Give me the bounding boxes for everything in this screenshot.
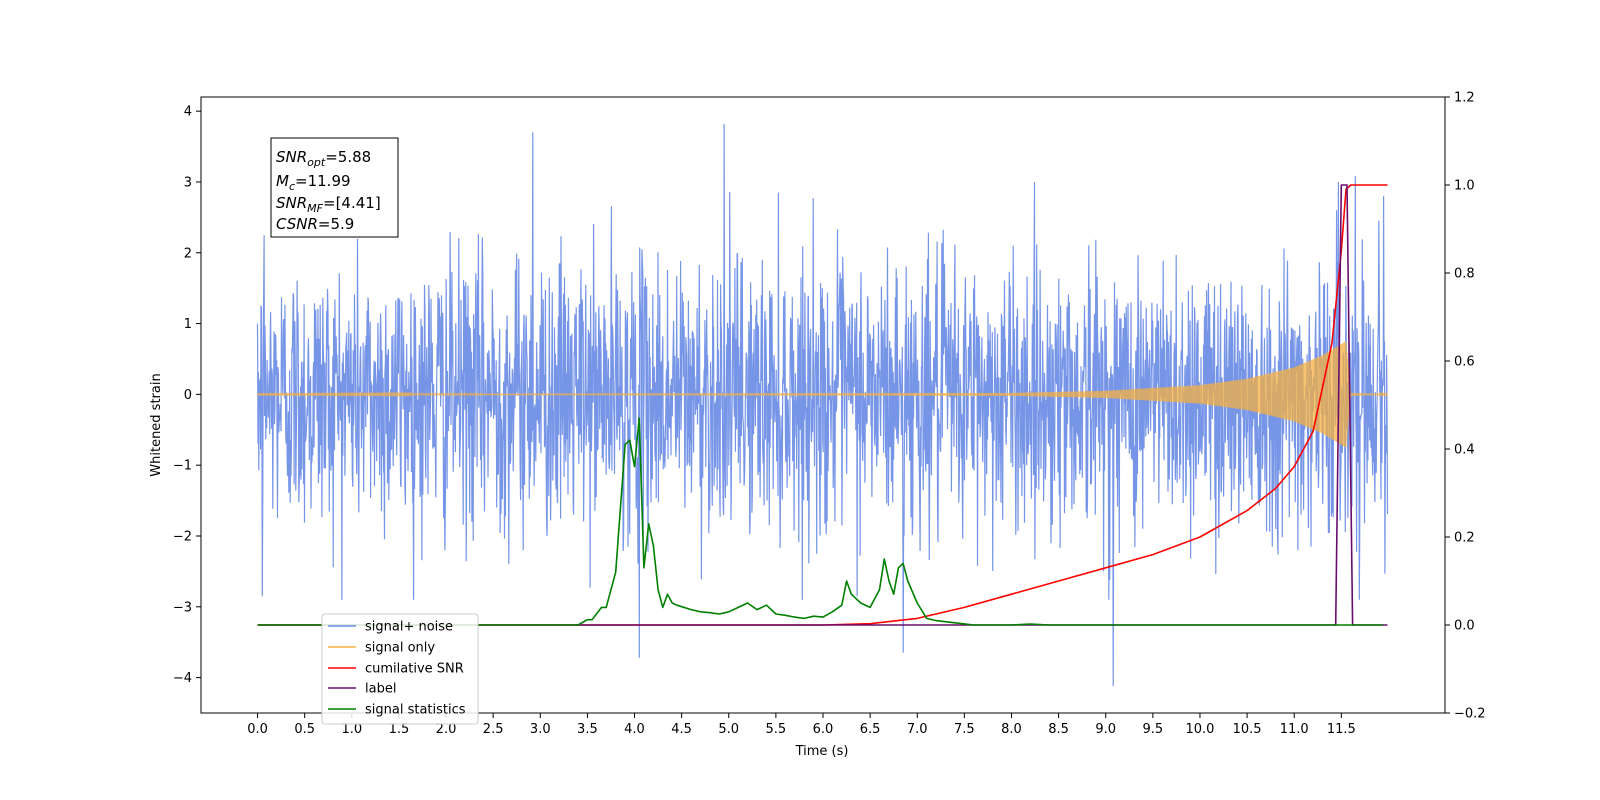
legend-label-signal-noise: signal+ noise [365, 620, 453, 635]
y-tick-label: −1 [173, 459, 192, 474]
y-tick-label: −2 [173, 529, 192, 544]
y-tick-label: 0 [184, 388, 192, 403]
legend-entry-cumilative-snr: cumilative SNR [328, 662, 464, 677]
y-tick-label: 2 [184, 246, 192, 261]
y-right-tick-label: 1.2 [1454, 91, 1475, 106]
y-tick-label: 3 [184, 175, 192, 190]
series-signal-statistics [257, 417, 1383, 626]
x-tick-label: 6.0 [813, 722, 834, 737]
legend-entry-signal-only: signal only [328, 641, 435, 656]
x-tick-label: 1.5 [389, 722, 410, 737]
x-tick-label: 8.5 [1048, 722, 1069, 737]
annotation-box: SNRopt=5.88 Mc=11.99 SNRMF=[4.41] CSNR=5… [270, 137, 399, 238]
x-tick-label: 3.5 [577, 722, 598, 737]
x-tick-label: 8.0 [1001, 722, 1022, 737]
series-cumilative-snr [257, 184, 1388, 626]
y-axis-label: Whitened strain [149, 373, 164, 476]
x-tick-label: 11.5 [1327, 722, 1356, 737]
y-axis-left-ticks: 4 3 2 1 0 −1 −2 −3 −4 [173, 105, 201, 686]
x-tick-label: 9.5 [1143, 722, 1164, 737]
annotation-snr-opt: SNRopt=5.88 [276, 148, 371, 169]
x-tick-label: 7.0 [907, 722, 928, 737]
y-right-tick-label: 0.2 [1454, 531, 1475, 546]
x-tick-label: 4.5 [671, 722, 692, 737]
y-right-tick-label: 0.6 [1454, 355, 1475, 370]
x-tick-label: 3.0 [530, 722, 551, 737]
legend-entry-signal-statistics: signal statistics [328, 703, 466, 718]
annotation-mc: Mc=11.99 [276, 172, 351, 193]
x-tick-label: 0.0 [247, 722, 268, 737]
x-tick-label: 11.0 [1280, 722, 1309, 737]
y-right-tick-label: 1.0 [1454, 179, 1475, 194]
legend-label-cumilative-snr: cumilative SNR [365, 662, 464, 677]
y-tick-label: −3 [173, 600, 192, 615]
y-right-tick-label: 0.4 [1454, 443, 1475, 458]
x-axis-ticks: 0.0 0.5 1.0 1.5 2.0 2.5 3.0 3.5 4.0 4.5 5.0 5.5 6.0 6… [247, 713, 1356, 737]
y-right-tick-label: 0.0 [1454, 619, 1475, 634]
x-tick-label: 2.5 [483, 722, 504, 737]
y-right-tick-label: 0.8 [1454, 267, 1475, 282]
y-right-tick-label: −0.2 [1454, 707, 1486, 722]
y-axis-right-ticks: 1.2 1.0 0.8 0.6 0.4 0.2 0.0 −0.2 [1445, 91, 1486, 722]
series-signal-only [257, 341, 1388, 448]
x-axis-label: Time (s) [795, 744, 849, 759]
x-tick-label: 1.0 [341, 722, 362, 737]
annotation-csnr: CSNR=5.9 [276, 215, 354, 233]
series-layer [256, 123, 1389, 687]
legend-entry-label: label [328, 682, 396, 697]
x-tick-label: 10.0 [1185, 722, 1214, 737]
x-tick-label: 9.0 [1095, 722, 1116, 737]
legend-label-signal-statistics: signal statistics [365, 703, 466, 718]
x-tick-label: 5.0 [718, 722, 739, 737]
annotation-snr-mf: SNRMF=[4.41] [276, 194, 381, 215]
x-tick-label: 10.5 [1233, 722, 1262, 737]
legend-entry-signal-noise: signal+ noise [328, 620, 453, 635]
x-tick-label: 0.5 [294, 722, 315, 737]
x-tick-label: 2.0 [436, 722, 457, 737]
x-tick-label: 4.0 [624, 722, 645, 737]
x-tick-label: 6.5 [860, 722, 881, 737]
y-tick-label: 1 [184, 317, 192, 332]
y-tick-label: 4 [184, 105, 192, 120]
x-tick-label: 5.5 [766, 722, 787, 737]
legend-label-signal-only: signal only [365, 641, 435, 656]
y-tick-label: −4 [173, 671, 192, 686]
x-tick-label: 7.5 [954, 722, 975, 737]
legend: signal+ noise signal only cumilative SNR… [321, 613, 479, 725]
legend-label-label: label [365, 682, 396, 697]
